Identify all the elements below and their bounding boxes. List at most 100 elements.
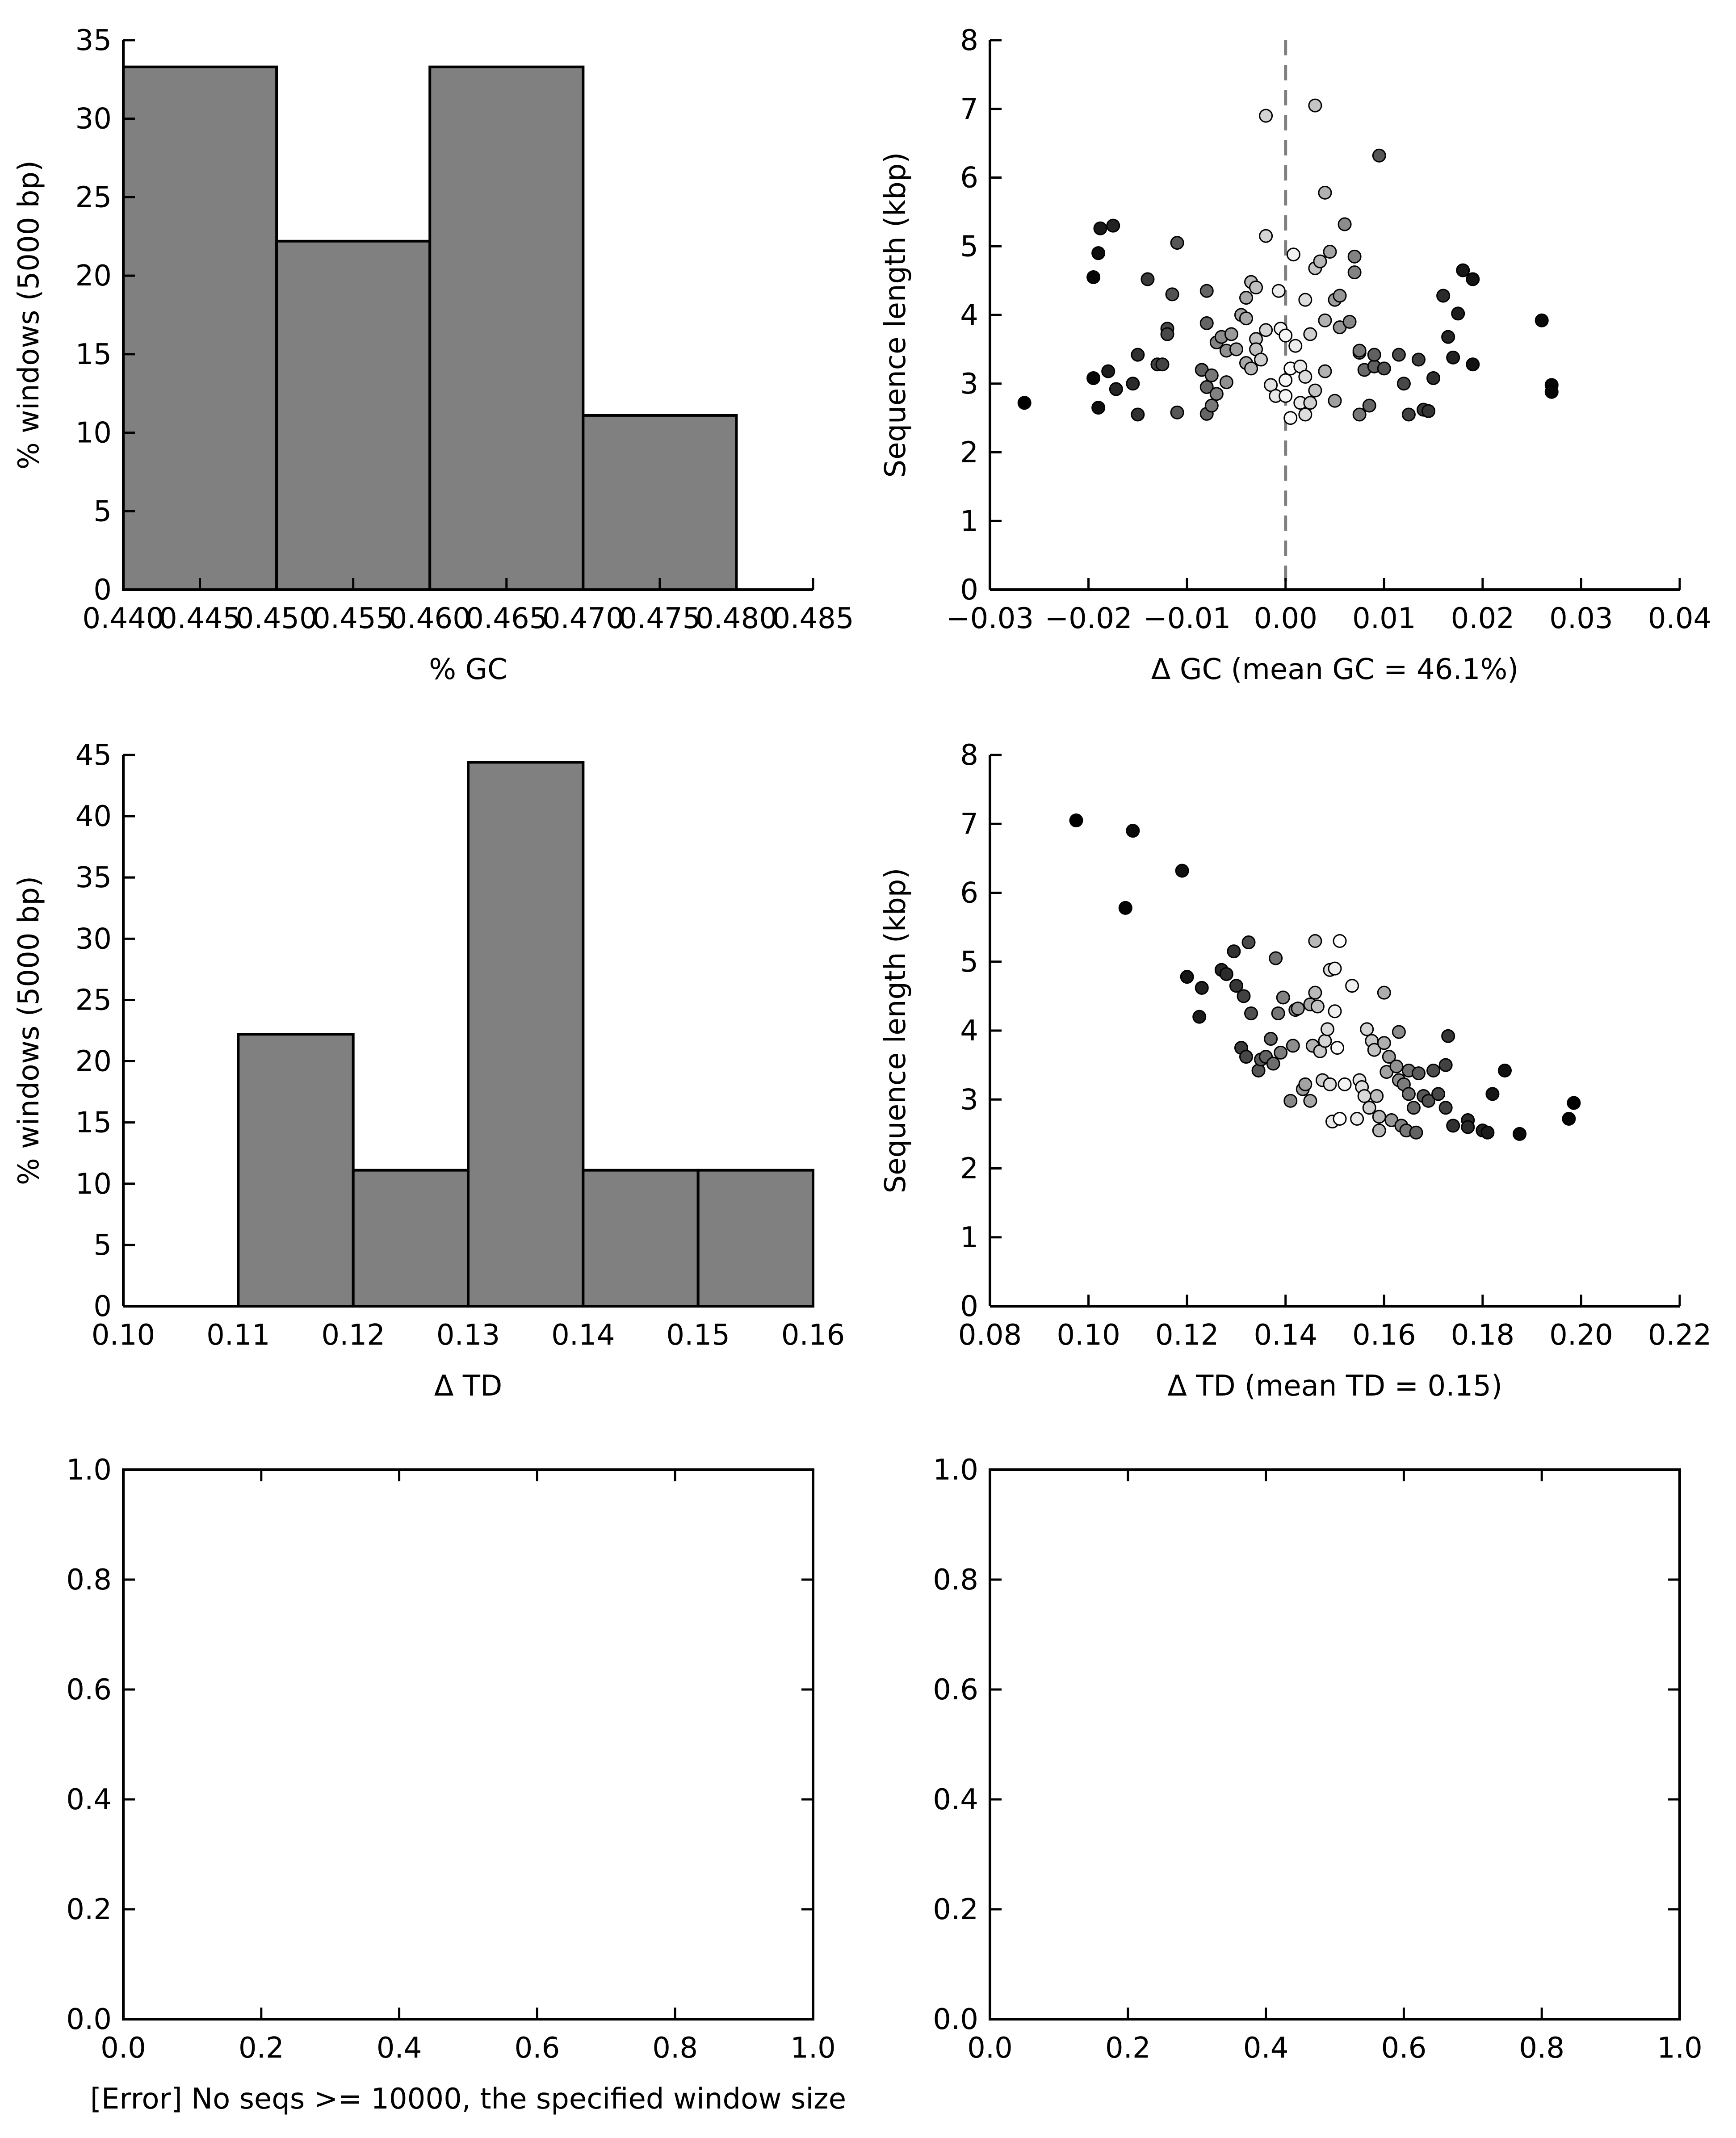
scatter-point (1291, 1002, 1305, 1016)
y-tick-label: 30 (75, 922, 112, 956)
x-tick-label: 0.14 (551, 1319, 615, 1352)
x-tick-label: 0.8 (652, 2032, 698, 2065)
scatter-point (1199, 380, 1214, 394)
scatter-point (1401, 1087, 1416, 1101)
scatter-point (1338, 217, 1352, 231)
y-tick-label: 45 (75, 739, 112, 772)
scatter-point (1345, 979, 1359, 993)
scatter-point (1323, 245, 1337, 259)
scatter-point (1328, 961, 1342, 976)
scatter-point (1264, 1032, 1278, 1046)
y-tick-label: 5 (93, 1229, 112, 1262)
scatter-point (1199, 316, 1214, 330)
y-tick-label: 3 (960, 1083, 978, 1116)
scatter-point (1259, 229, 1273, 243)
scatter-point (1126, 377, 1140, 391)
scatter-point (1480, 1125, 1495, 1140)
scatter-point (1308, 985, 1322, 1000)
scatter-point (1288, 339, 1303, 353)
y-tick-label: 0 (93, 574, 112, 607)
histogram-bar (428, 65, 585, 591)
scatter-point (1308, 383, 1322, 398)
x-tick-label: 0.6 (515, 2032, 560, 2065)
scatter-point (1219, 375, 1233, 390)
scatter-point (1131, 348, 1145, 362)
scatter-point (1310, 999, 1325, 1014)
y-tick-label: 0.0 (66, 2003, 112, 2036)
y-tick-label: 15 (75, 1107, 112, 1140)
scatter-point (1279, 373, 1293, 387)
scatter-point (1422, 1094, 1436, 1108)
x-tick-label: 0.22 (1648, 1319, 1712, 1352)
scatter-point (1333, 934, 1347, 948)
y-tick-label: 6 (960, 877, 978, 910)
scatter-point (1352, 344, 1367, 358)
x-tick-label: 0.08 (958, 1319, 1022, 1352)
scatter-point (1441, 330, 1455, 344)
scatter-point (1338, 1077, 1352, 1091)
scatter-point (1017, 396, 1032, 410)
y-axis-label: % windows (5000 bp) (13, 160, 46, 470)
x-tick-label: 0.480 (696, 602, 777, 635)
x-tick-label: −0.01 (1143, 602, 1231, 635)
x-tick-label: 0.2 (1105, 2032, 1151, 2065)
scatter-point (1362, 1101, 1376, 1115)
y-tick-label: 0.4 (66, 1783, 112, 1816)
y-tick-label: 8 (960, 24, 978, 57)
scatter-point (1382, 1050, 1396, 1064)
td-histogram-panel: 0.10 0.11 0.12 0.13 0.14 0.15 0.16 0 5 10 15 20 25 30… (13, 739, 845, 1403)
x-tick-label: 0.04 (1648, 602, 1712, 635)
y-tick-label: 20 (75, 1045, 112, 1078)
scatter-point (1303, 1094, 1317, 1108)
scatter-point (1219, 967, 1233, 981)
histogram-bar (582, 1169, 700, 1308)
y-tick-label: 1 (960, 505, 978, 538)
scatter-point (1372, 1123, 1386, 1138)
scatter-point (1237, 989, 1251, 1003)
histogram-bar (582, 414, 738, 591)
y-tick-label: 0.2 (933, 1893, 978, 1926)
scatter-point (1342, 314, 1357, 329)
scatter-point (1318, 313, 1332, 327)
scatter-point (1249, 281, 1263, 294)
scatter-point (1367, 348, 1381, 362)
scatter-point (1323, 1077, 1337, 1091)
x-axis-label: [Error] No seqs >= 10000, the specified … (90, 2083, 846, 2116)
window-histogram-panel: 0.0 0.2 0.4 0.6 0.8 1.0 0.0 0.2 0.4 0.6 0.8 1.0 [Err… (66, 1454, 846, 2116)
x-tick-label: 0.440 (82, 602, 164, 635)
scatter-point (1303, 396, 1317, 410)
scatter-point (1086, 270, 1101, 284)
y-tick-label: 0.0 (933, 2003, 978, 2036)
scatter-point (1318, 185, 1332, 200)
y-tick-label: 0 (93, 1290, 112, 1323)
scatter-point (1204, 398, 1219, 413)
td-scatter-panel: 0.08 0.10 0.12 0.14 0.16 0.18 0.20 0.22 0 1 2 3 4 5 6 7… (879, 739, 1711, 1403)
scatter-point (1155, 357, 1170, 372)
y-tick-label: 20 (75, 260, 112, 293)
scatter-point (1438, 1101, 1453, 1115)
x-tick-label: 0.4 (1243, 2032, 1289, 2065)
x-tick-label: 1.0 (790, 2032, 836, 2065)
x-tick-label: 0.20 (1549, 1319, 1613, 1352)
scatter-point (1535, 313, 1549, 327)
y-tick-label: 30 (75, 103, 112, 136)
x-tick-label: 0.00 (1254, 602, 1317, 635)
scatter-point (1239, 291, 1253, 305)
scatter-point (1347, 265, 1362, 280)
scatter-point (1485, 1087, 1500, 1101)
y-tick-label: 1 (960, 1221, 978, 1254)
x-tick-label: 0.10 (92, 1319, 155, 1352)
scatter-point (1308, 98, 1322, 113)
scatter-point (1313, 254, 1327, 268)
x-tick-label: 0.2 (239, 2032, 284, 2065)
scatter-point (1239, 311, 1253, 326)
scatter-point (1330, 1041, 1345, 1055)
scatter-point (1170, 405, 1184, 419)
scatter-point (1360, 1022, 1374, 1036)
y-tick-label: 5 (960, 230, 978, 263)
scatter-point (1091, 246, 1106, 260)
scatter-point (1160, 327, 1174, 341)
y-tick-label: 10 (75, 1168, 112, 1201)
scatter-point (1298, 1077, 1312, 1091)
gc-scatter-panel: −0.03 −0.02 −0.01 0.00 0.01 0.02 0.03 0.04 0 1 2 3 4… (879, 24, 1711, 686)
